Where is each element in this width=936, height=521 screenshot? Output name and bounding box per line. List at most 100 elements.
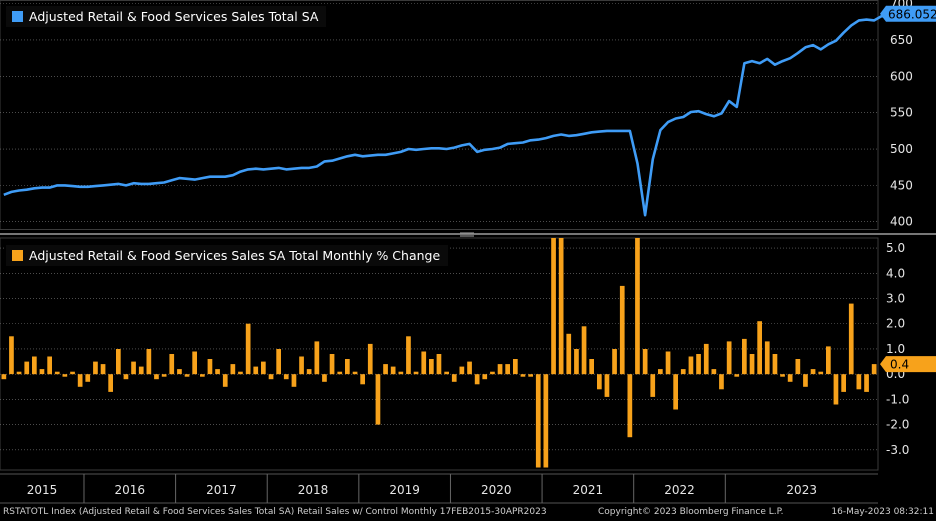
bar <box>650 374 656 397</box>
bar <box>513 359 518 375</box>
bar <box>1 374 7 380</box>
bar <box>207 359 213 375</box>
bar <box>245 323 251 375</box>
bar <box>734 374 740 377</box>
bar <box>230 364 236 375</box>
bar <box>535 374 541 468</box>
line-ytick-label: 500 <box>890 142 913 156</box>
bar <box>871 364 877 375</box>
line-legend[interactable]: Adjusted Retail & Food Services Sales To… <box>6 6 327 27</box>
bar <box>864 374 869 392</box>
bar <box>268 374 274 380</box>
bar <box>108 374 113 392</box>
bar <box>314 341 320 375</box>
bar <box>826 346 831 375</box>
bar <box>406 336 411 375</box>
bar <box>253 366 259 375</box>
bar <box>635 238 640 375</box>
x-tick-label: 2020 <box>481 483 512 497</box>
bar-ytick-label: 2.0 <box>886 317 905 331</box>
bar <box>413 371 419 375</box>
bar <box>780 374 785 377</box>
bar <box>276 349 281 375</box>
bar <box>642 349 648 375</box>
bar <box>54 371 60 375</box>
x-tick-label: 2018 <box>298 483 329 497</box>
footer-source: RSTATOTL Index (Adjusted Retail & Food S… <box>3 507 547 517</box>
bar <box>497 364 503 375</box>
x-tick-label: 2022 <box>664 483 695 497</box>
bar <box>24 361 30 375</box>
bar <box>215 369 220 375</box>
bar <box>764 341 770 375</box>
bar <box>322 374 327 382</box>
bar <box>299 356 304 375</box>
bar <box>161 374 167 377</box>
footer-timestamp: 16-May-2023 08:32:11 <box>831 507 934 517</box>
bar <box>360 374 365 385</box>
bar <box>383 364 388 375</box>
footer-copyright: Copyright© 2023 Bloomberg Finance L.P. <box>598 507 784 517</box>
bar <box>528 374 533 377</box>
bar-ytick-label: 5.0 <box>886 241 905 255</box>
line-panel-frame <box>0 0 879 230</box>
bar <box>131 361 136 375</box>
bar <box>177 369 182 375</box>
bar <box>138 366 144 375</box>
bar <box>482 374 488 380</box>
line-callout-box <box>880 5 936 22</box>
bar <box>711 369 717 375</box>
bar <box>62 374 68 377</box>
bar <box>856 374 862 390</box>
line-legend-swatch <box>12 11 23 22</box>
bar <box>47 356 52 375</box>
bar <box>795 359 801 375</box>
bar <box>16 371 22 375</box>
bar-last-value-callout: 0.4 <box>880 356 936 373</box>
bar <box>841 374 846 392</box>
bar-legend[interactable]: Adjusted Retail & Food Services Sales SA… <box>6 245 449 266</box>
bar <box>436 354 442 375</box>
bar <box>70 371 75 375</box>
bar <box>283 374 289 380</box>
bar <box>9 336 14 375</box>
bar-ytick-label: 4.0 <box>886 266 905 280</box>
bar <box>665 351 671 375</box>
line-legend-label: Adjusted Retail & Food Services Sales To… <box>29 9 319 24</box>
bar <box>742 338 747 375</box>
bar <box>398 371 404 375</box>
bar <box>597 374 602 390</box>
bar <box>520 374 526 377</box>
line-series <box>3 9 936 217</box>
line-last-value-callout: 686.052 <box>880 5 936 22</box>
bar-panel-frame <box>0 237 879 471</box>
bar <box>77 374 83 387</box>
bar <box>100 364 106 375</box>
bar <box>810 369 816 375</box>
bar <box>154 374 159 380</box>
bar <box>688 356 694 375</box>
bar <box>337 371 343 375</box>
bar <box>421 351 427 375</box>
bar-callout-box <box>880 356 936 373</box>
bar <box>749 354 755 375</box>
bar <box>467 361 472 375</box>
line-ytick-label: 450 <box>890 178 913 192</box>
bar <box>551 238 556 375</box>
bar-ytick-label: 1.0 <box>886 342 905 356</box>
bar <box>93 361 98 375</box>
bar <box>658 369 663 375</box>
bar <box>459 366 465 375</box>
bar <box>543 374 549 468</box>
bar <box>123 374 129 380</box>
bar <box>429 359 434 375</box>
x-tick-label: 2017 <box>206 483 237 497</box>
bar <box>726 341 732 375</box>
bar <box>367 343 373 375</box>
bar-ytick-label: -3.0 <box>886 443 909 457</box>
bar <box>291 374 297 387</box>
bar <box>352 371 358 375</box>
bar <box>184 374 190 377</box>
bar <box>390 366 396 375</box>
